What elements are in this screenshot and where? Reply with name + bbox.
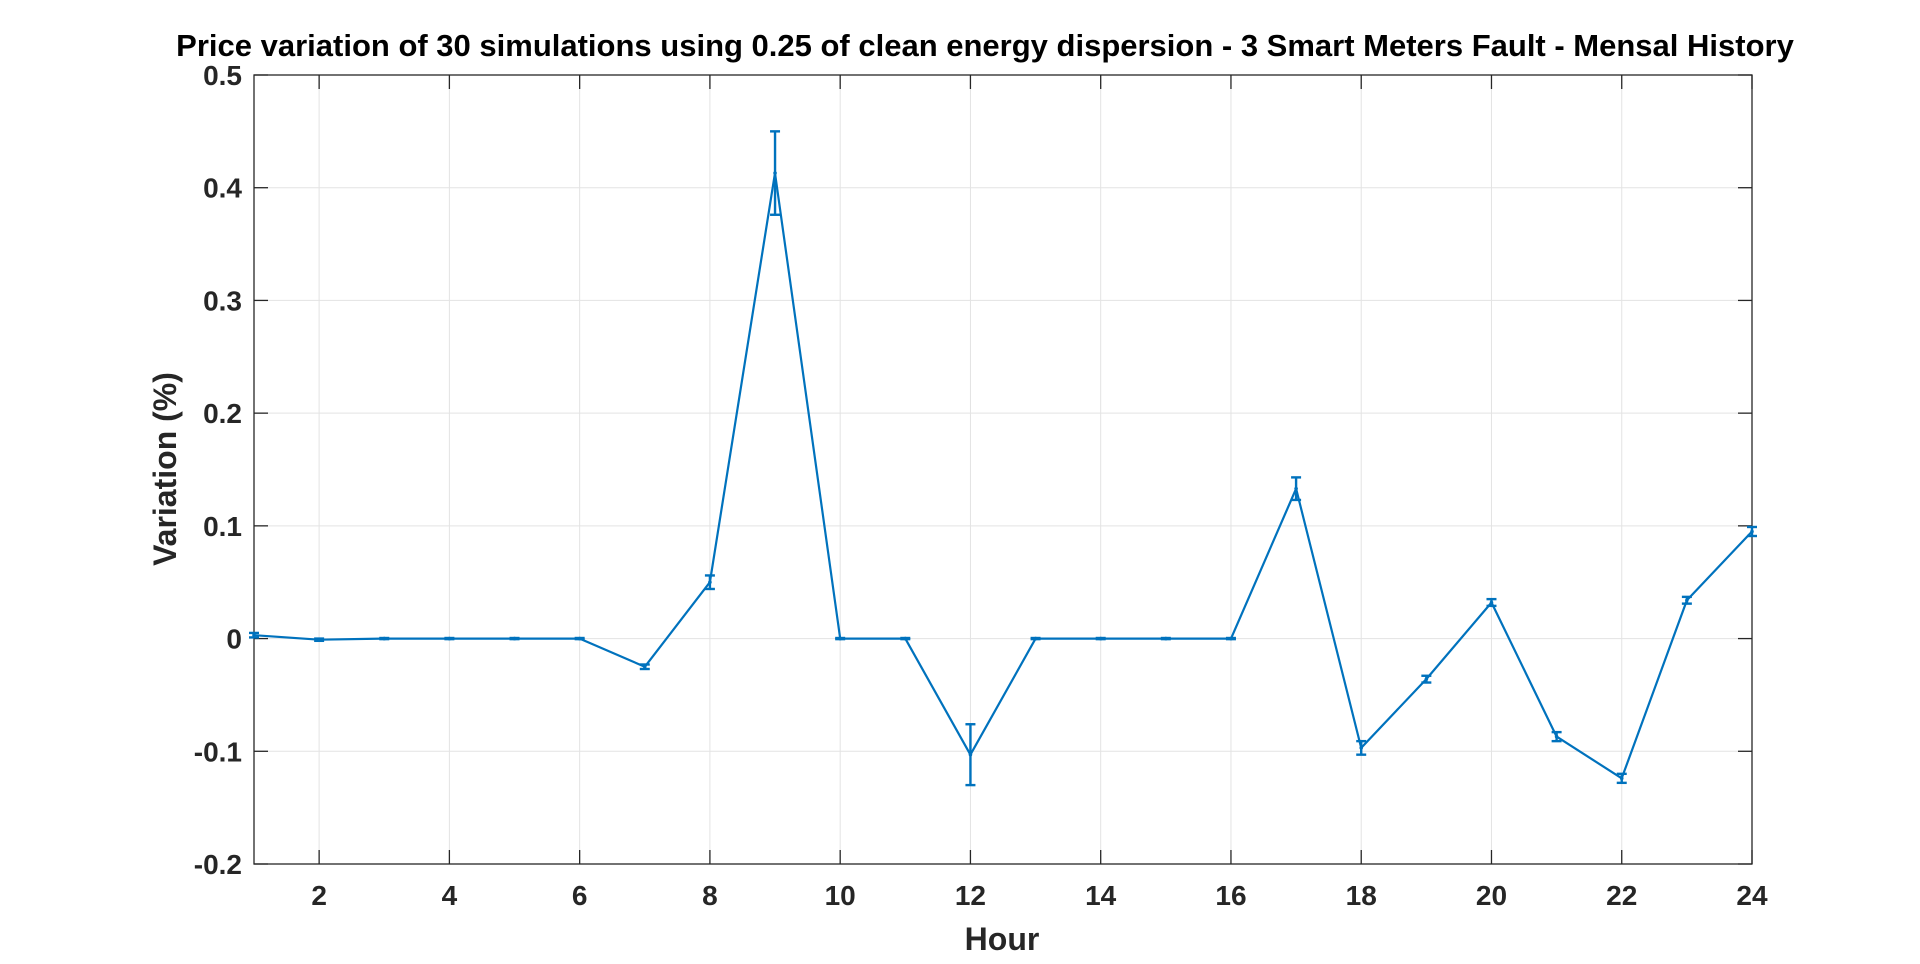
- data-point: [1229, 636, 1233, 641]
- data-point: [1554, 734, 1559, 739]
- x-tick-label: 6: [572, 880, 588, 911]
- y-tick-label: 0.4: [203, 173, 242, 204]
- x-tick-label: 2: [311, 880, 327, 911]
- x-axis-label: Hour: [965, 921, 1040, 957]
- y-tick-label: -0.1: [194, 736, 242, 767]
- x-tick-label: 20: [1476, 880, 1507, 911]
- data-point: [1033, 636, 1038, 641]
- data-point: [642, 664, 647, 669]
- y-tick-label: 0.3: [203, 285, 242, 316]
- plot-area-frame: [253, 74, 1753, 865]
- x-tick-label: 10: [825, 880, 856, 911]
- data-point: [773, 171, 777, 175]
- data-point: [968, 752, 973, 757]
- x-tick-label: 4: [442, 880, 458, 911]
- data-point: [382, 636, 387, 641]
- x-tick-label: 14: [1085, 880, 1117, 911]
- data-point: [512, 636, 517, 641]
- data-point: [903, 636, 908, 641]
- y-tick-label: 0.2: [203, 398, 242, 429]
- chart-title: Price variation of 30 simulations using …: [176, 28, 1794, 63]
- x-tick-label: 12: [955, 880, 986, 911]
- y-tick-label: -0.2: [194, 849, 242, 880]
- x-tick-label: 18: [1346, 880, 1377, 911]
- series-group: [249, 130, 1757, 787]
- data-point: [447, 636, 452, 641]
- data-point: [838, 636, 842, 641]
- data-point: [708, 580, 712, 585]
- data-point: [1164, 636, 1168, 641]
- data-point: [252, 633, 256, 637]
- data-point: [1424, 677, 1429, 681]
- data-point: [1750, 529, 1754, 534]
- x-tick-labels: 2 4 6 8 10 12 14 16 18 20 22 24: [311, 880, 1768, 911]
- x-tick-label: 16: [1215, 880, 1246, 911]
- y-axis-label: Variation (%): [147, 372, 183, 566]
- y-tick-label: 0.1: [203, 511, 242, 542]
- data-point: [1619, 776, 1624, 781]
- data-point: [1294, 486, 1298, 491]
- data-point: [1685, 598, 1689, 603]
- data-point: [1489, 600, 1494, 605]
- x-tick-label: 24: [1736, 880, 1768, 911]
- data-point: [1098, 636, 1103, 641]
- data-point: [577, 636, 582, 641]
- y-tick-label: 0.5: [203, 60, 242, 91]
- data-point: [317, 637, 321, 642]
- series-line: [253, 172, 1753, 780]
- data-point: [1359, 746, 1364, 750]
- axis-ticks: [254, 74, 1753, 865]
- y-tick-label: 0: [226, 624, 242, 655]
- x-tick-label: 8: [702, 880, 718, 911]
- grid: [254, 74, 1753, 865]
- y-tick-labels: -0.2 -0.1 0 0.1 0.2 0.3 0.4 0.5: [194, 60, 243, 880]
- x-tick-label: 22: [1606, 880, 1637, 911]
